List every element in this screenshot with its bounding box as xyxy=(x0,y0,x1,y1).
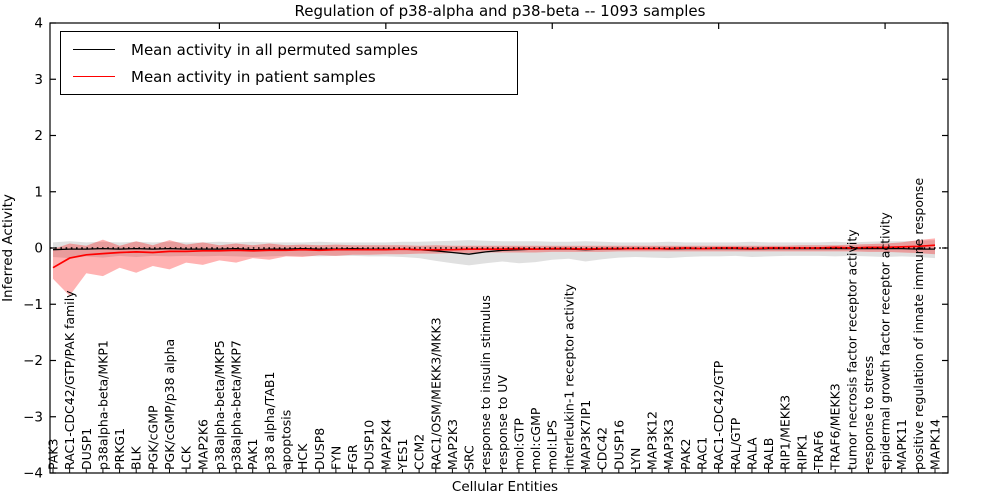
x-category-label: p38alpha-beta/MKP7 xyxy=(229,340,244,470)
chart-title: Regulation of p38-alpha and p38-beta -- … xyxy=(294,2,706,20)
x-category-label: p38alpha-beta/MKP1 xyxy=(95,340,110,470)
x-category-label: MAP3K12 xyxy=(645,411,660,470)
x-category-label: RAC1 xyxy=(695,437,710,470)
x-category-label: FGR xyxy=(345,444,360,470)
x-category-label: mol:cGMP xyxy=(528,407,543,470)
x-category-label: FYN xyxy=(328,446,343,470)
y-tick-label: −3 xyxy=(23,409,43,425)
x-category-label: p38 alpha/TAB1 xyxy=(262,372,277,470)
x-category-label: RAL/GTP xyxy=(728,417,743,470)
patient-mean-line xyxy=(52,244,936,269)
y-tick-label: 2 xyxy=(34,128,43,144)
x-category-label: MAP3K7IP1 xyxy=(578,400,593,470)
x-category-label: TRAF6/MEKK3 xyxy=(828,383,843,471)
y-tick-label: 1 xyxy=(34,184,43,200)
x-category-label: BLK xyxy=(129,445,144,470)
legend-item-patient: Mean activity in patient samples xyxy=(73,68,517,86)
y-axis-label: Inferred Activity xyxy=(0,194,16,302)
x-category-label: PGK/cGMP/p38 alpha xyxy=(162,339,177,470)
legend-item-permuted: Mean activity in all permuted samples xyxy=(73,41,517,59)
x-category-label: MAP2K4 xyxy=(378,419,393,470)
x-category-label: RAC1-CDC42/GTP xyxy=(711,360,726,470)
y-tick-label: −1 xyxy=(23,297,43,313)
x-category-label: response to stress xyxy=(861,356,876,470)
x-category-label: SRC xyxy=(462,445,477,470)
y-tick-label: −2 xyxy=(23,353,43,369)
legend-label-permuted: Mean activity in all permuted samples xyxy=(131,40,418,59)
y-tick-label: −4 xyxy=(23,466,43,482)
y-tick-label: 0 xyxy=(34,241,43,257)
x-category-label: RALB xyxy=(761,438,776,470)
patient-band xyxy=(53,238,935,296)
x-category-label: LYN xyxy=(628,448,643,470)
x-category-label: p38alpha-beta/MKP5 xyxy=(212,340,227,470)
y-tick-label: 4 xyxy=(34,16,43,32)
x-category-label: mol:LPS xyxy=(545,420,560,470)
legend: Mean activity in all permuted samples Me… xyxy=(60,31,518,95)
permuted-band xyxy=(53,240,935,266)
x-category-label: response to UV xyxy=(495,375,510,470)
x-category-label: CCM2 xyxy=(412,434,427,470)
x-category-label: CDC42 xyxy=(595,427,610,470)
x-category-label: RALA xyxy=(744,437,759,470)
x-category-label: YES1 xyxy=(395,439,410,471)
permuted-line-swatch xyxy=(73,49,115,50)
x-category-label: MAP2K6 xyxy=(195,419,210,470)
x-category-label: MAP3K3 xyxy=(661,419,676,470)
x-category-label: epidermal growth factor receptor activit… xyxy=(878,212,893,470)
x-category-label: MAPK11 xyxy=(894,419,909,470)
x-category-label: interleukin-1 receptor activity xyxy=(561,283,576,470)
x-category-label: apoptosis xyxy=(279,410,294,470)
x-category-label: RAC1/OSM/MEKK3/MKK3 xyxy=(428,317,443,470)
x-category-label: HCK xyxy=(295,443,310,470)
x-axis-label: Cellular Entities xyxy=(451,479,559,495)
x-category-label: PRKG1 xyxy=(112,428,127,470)
x-category-label: RAC1-CDC42/GTP/PAK family xyxy=(62,290,77,470)
x-category-label: TRAF6 xyxy=(811,430,826,471)
x-category-label: LCK xyxy=(179,445,194,470)
x-category-label: RIPK1 xyxy=(794,434,809,470)
x-category-label: response to insulin stimulus xyxy=(478,295,493,470)
x-category-label: DUSP16 xyxy=(611,420,626,470)
x-category-label: PAK2 xyxy=(678,439,693,470)
x-category-label: tumor necrosis factor receptor activity xyxy=(844,229,859,470)
x-category-label: PAK3 xyxy=(46,439,61,470)
x-category-label: mol:GTP xyxy=(512,418,527,470)
x-category-label: PAK1 xyxy=(245,439,260,470)
x-category-label: DUSP8 xyxy=(312,428,327,470)
patient-line-swatch xyxy=(73,76,115,77)
x-category-label: DUSP1 xyxy=(79,428,94,470)
x-category-label: positive regulation of innate immune res… xyxy=(911,178,926,470)
x-category-label: RIP1/MEKK3 xyxy=(778,395,793,470)
x-category-label: MAPK14 xyxy=(928,419,943,470)
x-category-label: PGK/cGMP xyxy=(145,405,160,470)
x-category-label: MAP2K3 xyxy=(445,419,460,470)
legend-label-patient: Mean activity in patient samples xyxy=(131,67,376,86)
y-tick-label: 3 xyxy=(34,72,43,88)
x-category-label: DUSP10 xyxy=(362,420,377,470)
